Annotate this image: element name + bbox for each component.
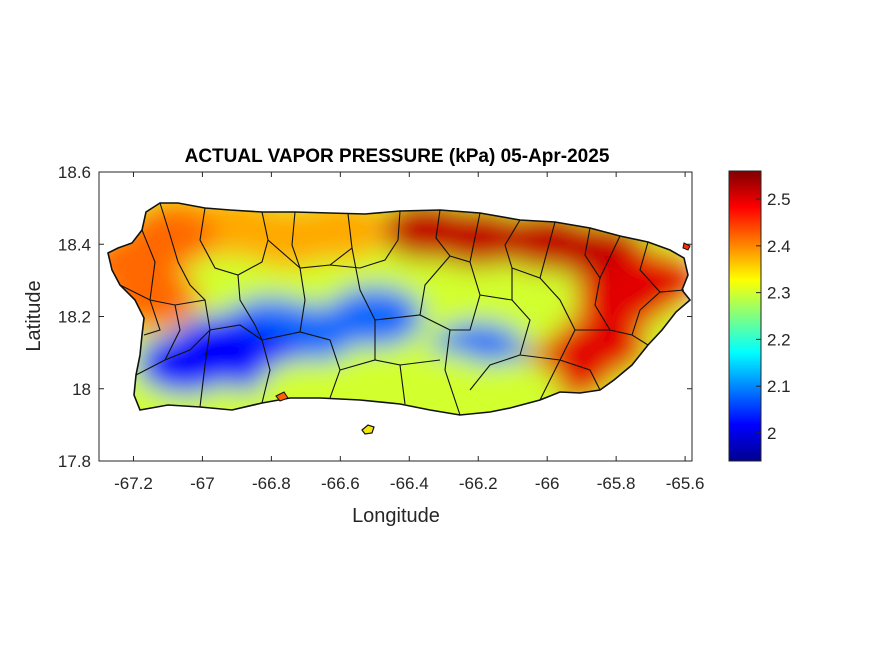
y-tick-label: 18.4 <box>58 235 91 254</box>
heat-field <box>108 203 690 415</box>
x-tick-label: -66 <box>535 474 560 493</box>
x-tick-label: -67 <box>190 474 215 493</box>
islet-east <box>682 242 691 251</box>
islet-south <box>275 391 289 402</box>
colorbar-tick-label: 2.5 <box>767 190 791 209</box>
map-title: ACTUAL VAPOR PRESSURE (kPa) 05-Apr-2025 <box>185 146 610 167</box>
colorbar <box>728 170 762 462</box>
colorbar-tick-label: 2.4 <box>767 237 791 256</box>
y-tick-label: 17.8 <box>58 452 91 471</box>
x-axis-ticks: -67.2 -67 -66.8 -66.6 -66.4 -66.2 -66 -65.8 -65.… <box>114 172 704 493</box>
field-region-central-west <box>137 333 234 394</box>
colorbar-tick-label: 2.3 <box>767 284 791 303</box>
x-tick-label: -66.8 <box>252 474 291 493</box>
y-axis-label: Latitude <box>23 280 45 351</box>
y-axis-ticks: 18.6 18.4 18.2 18 17.8 <box>58 163 692 471</box>
caja-de-muertos-island <box>361 424 375 435</box>
colorbar-ticks: 2.5 2.4 2.3 2.2 2.1 2 <box>756 190 791 443</box>
colorbar-tick-label: 2.2 <box>767 330 791 349</box>
field-region-northeast <box>378 203 475 260</box>
municipality-boundaries <box>119 202 685 416</box>
x-tick-label: -66.6 <box>321 474 360 493</box>
colorbar-tick-label: 2.1 <box>767 377 791 396</box>
field-region-east-coast <box>602 250 690 311</box>
y-tick-label: 18.6 <box>58 163 91 182</box>
field-region-central-mountains <box>326 286 423 347</box>
colorbar-tick-label: 2 <box>767 424 776 443</box>
y-tick-label: 18.2 <box>58 308 91 327</box>
x-axis-label: Longitude <box>352 505 440 527</box>
y-tick-label: 18 <box>72 380 91 399</box>
x-tick-label: -67.2 <box>114 474 153 493</box>
x-tick-label: -65.6 <box>666 474 705 493</box>
x-tick-label: -66.2 <box>459 474 498 493</box>
x-tick-label: -65.8 <box>597 474 636 493</box>
x-tick-label: -66.4 <box>390 474 429 493</box>
